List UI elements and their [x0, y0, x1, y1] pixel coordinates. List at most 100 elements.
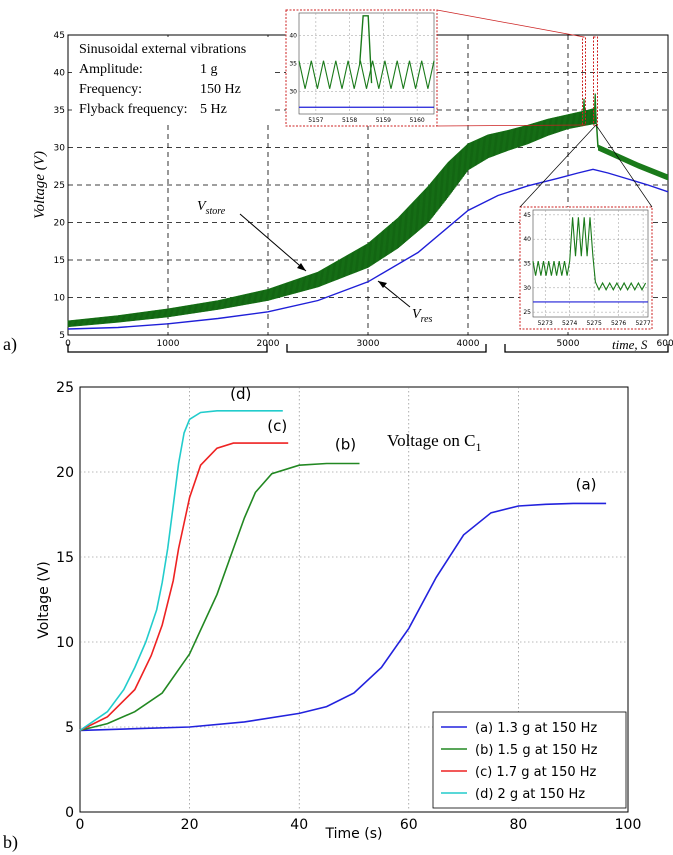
panel-b-xlabel: Time (s): [325, 826, 383, 842]
x-tick-label: 2000: [257, 339, 280, 349]
inset-bottom-x-tick: 5276: [611, 320, 626, 327]
y-tick-label: 5: [59, 331, 65, 341]
x-tick-label: 0: [76, 817, 85, 833]
panel-b-chart: 0 20 40 60 80 100 0 5 10 15 20 25 (a) (b) (c) (d) Volt…: [3, 380, 641, 853]
inset-bottom-y-tick: 30: [523, 285, 531, 292]
panel-b-legend: (a) 1.3 g at 150 Hz (b) 1.5 g at 150 Hz (c…: [432, 711, 627, 809]
inset-bottom-vstore: [532, 217, 647, 292]
panel-a-ylabel: Voltage (V): [32, 151, 48, 219]
curve-label-b: (b): [335, 436, 356, 454]
inset-top-x-tick: 5158: [342, 117, 357, 124]
vstore-oscillation: [67, 107, 597, 327]
vstore-drop: [595, 123, 599, 148]
vres-callout: Vres: [377, 280, 433, 325]
panel-b-ylabel: Voltage (V): [36, 561, 52, 638]
panel-b-series: [79, 410, 607, 732]
inset-bottom-y-tick: 35: [523, 261, 531, 268]
inset-bottom-x-tick: 5275: [587, 320, 602, 327]
inset-top-spike: [359, 15, 373, 84]
x-tick-label: 40: [290, 817, 308, 833]
inset-bottom-y-tick: 25: [523, 309, 531, 316]
series-line-c: [79, 442, 289, 732]
inset-top-x-tick: 5160: [409, 117, 424, 124]
y-tick-label: 20: [54, 219, 66, 229]
x-tick-label: 60: [400, 817, 418, 833]
y-tick-label: 45: [54, 31, 65, 41]
x-tick-label: 80: [509, 817, 527, 833]
y-tick-label: 15: [56, 550, 74, 566]
vstore-label: Vstore: [197, 199, 226, 217]
y-tick-label: 35: [54, 106, 65, 116]
y-tick-label: 25: [54, 181, 65, 191]
y-tick-label: 5: [65, 720, 74, 736]
panel-a-xlabel: time, S: [612, 337, 648, 352]
y-tick-label: 15: [54, 256, 65, 266]
vstore-callout: Vstore: [197, 199, 307, 272]
annotation-amplitude-label: Amplitude:: [79, 62, 143, 77]
x-tick-label: 20: [181, 817, 199, 833]
annotation-frequency-label: Frequency:: [79, 82, 142, 97]
curve-label-d: (d): [230, 385, 251, 403]
x-tick-label: 6000: [657, 339, 673, 349]
y-tick-label: 30: [54, 144, 66, 154]
inset-bottom-x-tick: 5277: [635, 320, 650, 327]
inset-top-connector: [436, 9, 585, 38]
panel-a-brackets: [67, 344, 669, 353]
x-tick-label: 100: [615, 817, 642, 833]
inset-top-x-tick: 5157: [308, 117, 323, 124]
legend-box: [432, 711, 627, 809]
y-tick-label: 40: [54, 69, 66, 79]
y-tick-label: 0: [65, 805, 74, 821]
x-tick-label: 1000: [157, 339, 180, 349]
annotation-frequency-value: 150 Hz: [200, 82, 241, 97]
y-tick-label: 25: [56, 380, 74, 396]
panel-a-chart: 0100020003000400050006000510152025303540…: [3, 9, 673, 355]
panel-b-title: Voltage on C1: [387, 431, 481, 454]
x-tick-label: 5000: [557, 339, 580, 349]
inset-top: 5157 5158 5159 5160 30 35 40: [285, 9, 585, 127]
annotation-line-1: Sinusoidal external vibrations: [79, 42, 246, 57]
inset-bottom-x-tick: 5273: [538, 320, 553, 327]
annotation-flyback-label: Flyback frequency:: [79, 102, 187, 117]
legend-label: (d) 2 g at 150 Hz: [475, 787, 585, 802]
y-tick-label: 20: [56, 465, 74, 481]
inset-top-y-tick: 40: [289, 32, 297, 39]
vstore-arrowhead: [297, 263, 306, 271]
legend-label: (b) 1.5 g at 150 Hz: [475, 743, 598, 758]
zoom-marker: [593, 36, 598, 126]
annotation-amplitude-value: 1 g: [200, 62, 218, 77]
x-tick-label: 3000: [357, 339, 380, 349]
panel-a-label: a): [3, 334, 17, 355]
vres-label: Vres: [412, 307, 433, 325]
y-tick-label: 10: [54, 294, 66, 304]
bracket-1: [67, 344, 268, 353]
inset-top-y-tick: 30: [289, 89, 297, 96]
inset-bottom-y-tick: 40: [523, 236, 531, 243]
bracket-3: [504, 344, 669, 353]
inset-top-vstore: [298, 60, 435, 89]
inset-bottom-x-tick: 5274: [562, 320, 577, 327]
bracket-2: [286, 344, 487, 353]
legend-label: (a) 1.3 g at 150 Hz: [475, 721, 597, 736]
inset-top-connector: [436, 124, 585, 127]
legend-label: (c) 1.7 g at 150 Hz: [475, 765, 597, 780]
panel-b-curve-labels: (a) (b) (c) (d): [230, 385, 596, 494]
inset-bottom-right: 5273 5274 5275 5276 5277 25 30 35 40 45: [519, 124, 653, 330]
y-tick-label: 10: [56, 635, 74, 651]
panel-a-annotation-box: Sinusoidal external vibrations Amplitude…: [72, 37, 275, 125]
vres-line: [67, 168, 669, 330]
inset-top-y-tick: 35: [289, 61, 297, 68]
vres-arrowhead: [378, 281, 387, 288]
panel-b-label: b): [3, 832, 18, 853]
inset-bottom-connector: [519, 124, 597, 208]
annotation-flyback-value: 5 Hz: [200, 102, 227, 117]
series-line-a: [79, 502, 607, 732]
inset-top-x-tick: 5159: [376, 117, 391, 124]
curve-label-c: (c): [267, 417, 287, 435]
vstore-arrow: [239, 213, 307, 272]
x-tick-label: 4000: [457, 339, 480, 349]
series-line-d: [79, 410, 283, 732]
inset-bottom-connector: [595, 124, 653, 208]
panel-b-ticks: 0 20 40 60 80 100 0 5 10 15 20 25: [56, 380, 641, 833]
